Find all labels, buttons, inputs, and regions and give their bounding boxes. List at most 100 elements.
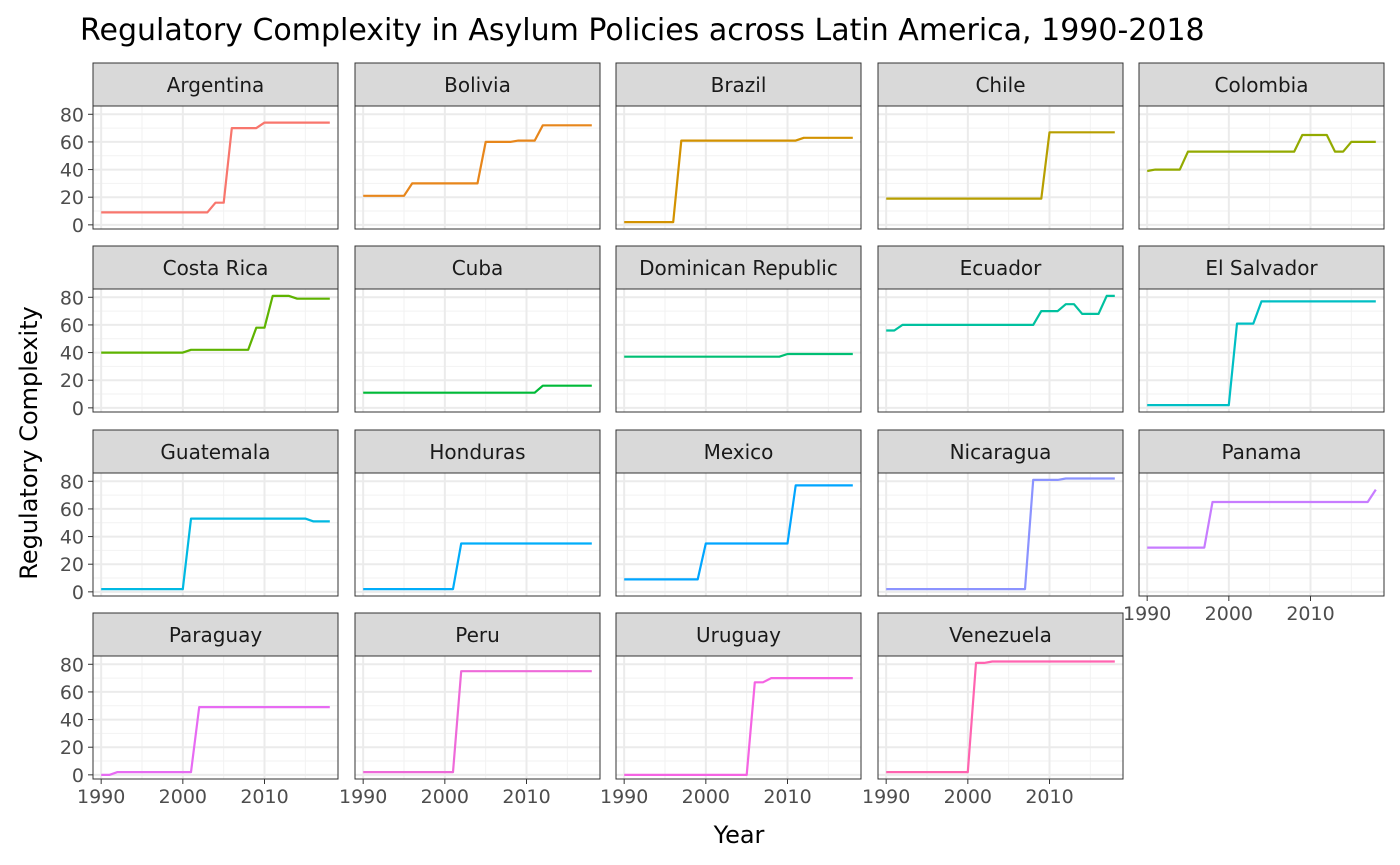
panel-border bbox=[354, 655, 601, 780]
facet-panama: Panama 1990 2000 2010 bbox=[1123, 429, 1385, 625]
facet-nicaragua: Nicaragua bbox=[877, 429, 1124, 597]
panel-border bbox=[354, 472, 601, 597]
panel-border bbox=[615, 655, 862, 780]
y-axis-title: Regulatory Complexity bbox=[15, 306, 43, 580]
panel-border bbox=[877, 105, 1124, 230]
facet-strip bbox=[354, 62, 601, 107]
facet-costa-rica: Costa Rica 0 20 40 60 80 bbox=[60, 245, 339, 420]
facet-brazil: Brazil bbox=[615, 62, 862, 230]
y-tick-label: 20 bbox=[60, 554, 84, 576]
series-line-venezuela bbox=[886, 660, 1115, 774]
y-tick-label: 60 bbox=[60, 499, 84, 521]
facet-uruguay: Uruguay 1990 2000 2010 bbox=[600, 612, 862, 808]
facet-bolivia: Bolivia bbox=[354, 62, 601, 230]
facet-strip-label: Venezuela bbox=[949, 623, 1052, 647]
series-line-brazil bbox=[624, 136, 853, 224]
panel-background bbox=[616, 289, 861, 412]
y-tick-label: 80 bbox=[60, 287, 84, 309]
facet-strip-label: Panama bbox=[1221, 440, 1301, 464]
facet-strip-label: Guatemala bbox=[160, 440, 270, 464]
y-tick-label: 40 bbox=[60, 343, 84, 365]
panel-background bbox=[355, 656, 600, 779]
y-tick-label: 60 bbox=[60, 132, 84, 154]
x-tick-label: 1990 bbox=[1123, 603, 1171, 625]
panel-border bbox=[615, 105, 862, 230]
facet-venezuela: Venezuela 1990 2000 2010 bbox=[862, 612, 1124, 808]
y-tick-label: 20 bbox=[60, 737, 84, 759]
facet-panels: Argentina 0 20 40 60 80 Bolivia Brazil Chile Colo… bbox=[60, 62, 1385, 808]
facet-guatemala: Guatemala 0 20 40 60 80 bbox=[60, 429, 339, 604]
facet-strip bbox=[615, 612, 862, 657]
facet-strip-label: Argentina bbox=[167, 73, 265, 97]
y-tick-label: 0 bbox=[72, 765, 84, 787]
y-tick-label: 0 bbox=[72, 215, 84, 237]
x-tick-label: 2010 bbox=[1286, 603, 1334, 625]
panel-border bbox=[354, 105, 601, 230]
facet-strip bbox=[877, 612, 1124, 657]
facet-strip bbox=[615, 245, 862, 290]
facet-strip-label: El Salvador bbox=[1205, 256, 1318, 280]
facet-strip bbox=[877, 62, 1124, 107]
series-line-panama bbox=[1147, 488, 1377, 549]
facet-strip bbox=[615, 62, 862, 107]
facet-ecuador: Ecuador bbox=[877, 245, 1124, 413]
facet-strip-label: Uruguay bbox=[696, 623, 781, 647]
series-line-uruguay bbox=[624, 677, 853, 776]
x-tick-label: 2010 bbox=[240, 786, 288, 808]
panel-border bbox=[615, 472, 862, 597]
facet-strip-label: Bolivia bbox=[444, 73, 511, 97]
x-tick-label: 2000 bbox=[1205, 603, 1253, 625]
panel-background bbox=[616, 656, 861, 779]
panel-border bbox=[615, 288, 862, 413]
panel-background bbox=[1139, 473, 1384, 596]
facet-strip-label: Paraguay bbox=[169, 623, 263, 647]
series-line-paraguay bbox=[101, 706, 330, 776]
facet-strip-label: Cuba bbox=[452, 256, 504, 280]
facet-cuba: Cuba bbox=[354, 245, 601, 413]
panel-background bbox=[93, 106, 338, 229]
facet-argentina: Argentina 0 20 40 60 80 bbox=[60, 62, 339, 237]
panel-border bbox=[92, 105, 339, 230]
panel-border bbox=[877, 472, 1124, 597]
facet-strip-label: Ecuador bbox=[960, 256, 1042, 280]
facet-strip-label: Dominican Republic bbox=[639, 256, 838, 280]
chart-title: Regulatory Complexity in Asylum Policies… bbox=[80, 13, 1205, 48]
series-line-argentina bbox=[101, 121, 330, 214]
facet-honduras: Honduras bbox=[354, 429, 601, 597]
panel-background bbox=[1139, 289, 1384, 412]
facet-strip bbox=[92, 612, 339, 657]
series-line-costa-rica bbox=[101, 294, 330, 354]
y-tick-label: 20 bbox=[60, 370, 84, 392]
panel-border bbox=[877, 288, 1124, 413]
y-tick-label: 80 bbox=[60, 471, 84, 493]
x-tick-label: 2000 bbox=[682, 786, 730, 808]
x-tick-label: 1990 bbox=[600, 786, 648, 808]
facet-dominican-republic: Dominican Republic bbox=[615, 245, 862, 413]
series-line-bolivia bbox=[363, 124, 592, 197]
panel-border bbox=[1138, 472, 1385, 597]
facet-strip bbox=[92, 429, 339, 474]
panel-background bbox=[355, 106, 600, 229]
panel-background bbox=[878, 473, 1123, 596]
facet-strip-label: Honduras bbox=[429, 440, 525, 464]
y-tick-label: 0 bbox=[72, 582, 84, 604]
facet-strip-label: Brazil bbox=[711, 73, 767, 97]
panel-border bbox=[1138, 288, 1385, 413]
panel-border bbox=[92, 655, 339, 780]
series-line-cuba bbox=[363, 384, 592, 394]
facet-strip-label: Mexico bbox=[704, 440, 774, 464]
panel-background bbox=[616, 473, 861, 596]
facet-strip-label: Chile bbox=[975, 73, 1025, 97]
x-tick-label: 1990 bbox=[77, 786, 125, 808]
panel-border bbox=[92, 288, 339, 413]
y-tick-label: 80 bbox=[60, 104, 84, 126]
y-tick-label: 60 bbox=[60, 315, 84, 337]
facet-strip bbox=[1138, 429, 1385, 474]
panel-border bbox=[877, 655, 1124, 780]
x-tick-label: 2010 bbox=[502, 786, 550, 808]
x-tick-label: 2000 bbox=[159, 786, 207, 808]
series-line-el-salvador bbox=[1147, 300, 1376, 407]
facet-paraguay: Paraguay 0 20 40 60 80 1990 2000 2010 bbox=[60, 612, 339, 808]
y-tick-label: 80 bbox=[60, 654, 84, 676]
